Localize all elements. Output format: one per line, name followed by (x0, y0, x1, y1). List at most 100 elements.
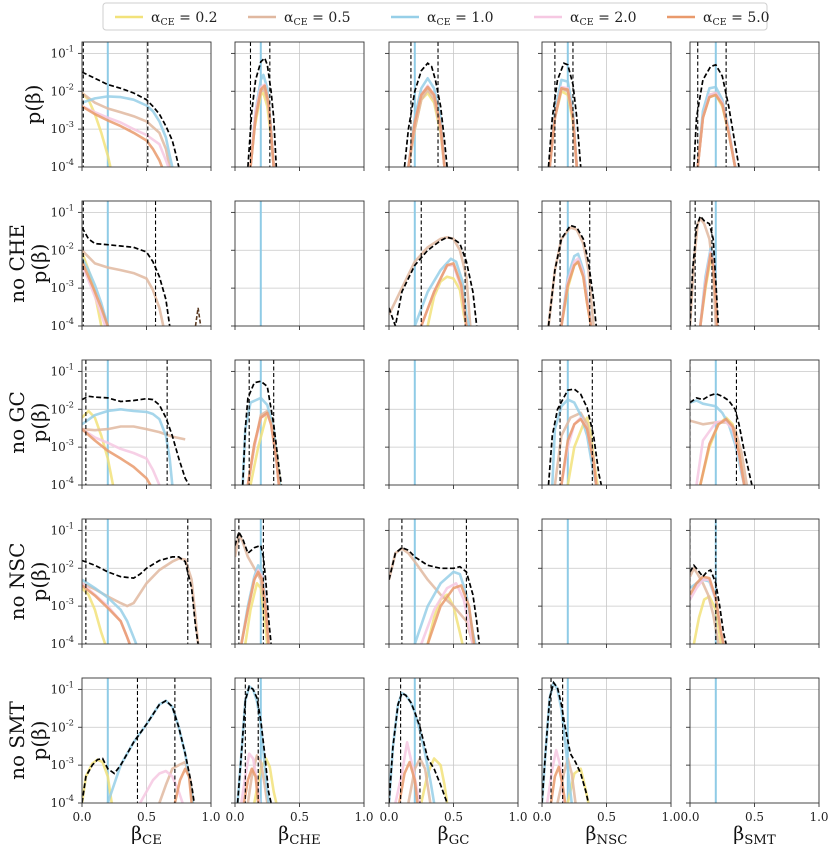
gridlines (542, 201, 671, 326)
x-tick-label: 0.5 (444, 810, 463, 824)
total-line (690, 392, 753, 485)
y-tick-label: 10-4 (51, 157, 74, 174)
total-line (82, 227, 171, 326)
y-tick-label: 10-2 (51, 399, 74, 416)
series-line (82, 105, 170, 167)
y-tick-label: 10-2 (51, 240, 74, 257)
plot-area (547, 42, 582, 167)
y-axis-label: p(β) (27, 403, 51, 443)
legend-label: αCE = 0.5 (284, 10, 351, 28)
ticks (385, 688, 519, 807)
x-tick-label: 0.5 (745, 810, 764, 824)
x-tick-label: 1.0 (354, 810, 373, 824)
y-axis-label: p(β) (27, 244, 51, 284)
panel (686, 518, 820, 648)
ticks (538, 52, 672, 171)
y-tick-label: 10-1 (51, 520, 74, 537)
plot-area (693, 42, 740, 167)
row-label: no NSC (5, 543, 29, 621)
ticks (78, 688, 212, 807)
panel (686, 41, 820, 171)
y-tick-label: 10-3 (51, 596, 74, 613)
series-line (240, 570, 270, 644)
x-axis-label: βSMT (733, 823, 776, 848)
x-tick-label: 1.0 (201, 810, 220, 824)
ticks (385, 211, 519, 330)
panel (385, 518, 519, 648)
panel: 0.0 0.5 1.0 (379, 677, 528, 824)
y-axis-label: p(β) (27, 721, 51, 761)
series-line (244, 582, 269, 644)
plot-area (403, 42, 448, 167)
legend-entry: αCE = 5.0 (667, 10, 770, 28)
total-line (547, 224, 598, 326)
panel: 10-4 10-3 10-2 10-1 (51, 518, 212, 651)
series-line (398, 760, 419, 803)
panel (231, 200, 365, 330)
y-tick-label: 10-3 (51, 437, 74, 454)
row-label: no GC (5, 391, 29, 454)
total-line (82, 699, 196, 803)
gridlines (389, 360, 518, 485)
x-tick-label: 0.0 (379, 810, 398, 824)
gridlines (542, 519, 671, 644)
gridlines (82, 678, 211, 803)
x-tick-label: 0.0 (532, 810, 551, 824)
total-line (236, 684, 272, 803)
y-tick-label: 10-4 (51, 793, 74, 810)
plot-area (82, 201, 202, 326)
plot-area (82, 360, 190, 485)
panel (231, 41, 365, 171)
panel: 0.0 0.5 1.0 (225, 677, 374, 824)
panel: 10-4 10-3 10-2 10-1 (51, 359, 212, 492)
ticks (78, 529, 212, 648)
total-line (82, 395, 190, 485)
x-tick-label: 1.0 (508, 810, 527, 824)
gridlines (542, 360, 671, 485)
panel: 0.0 0.5 1.0 (680, 677, 829, 824)
y-axis-label: p(β) (21, 85, 45, 125)
series-line (246, 411, 281, 485)
legend-entry: αCE = 2.0 (534, 10, 637, 28)
series-line (82, 557, 200, 644)
series-line (699, 417, 746, 485)
series-line (692, 595, 723, 644)
series-line (690, 575, 725, 644)
series-line (560, 260, 593, 326)
y-tick-label: 10-1 (51, 679, 74, 696)
plot-area (542, 678, 590, 803)
series-line (413, 257, 471, 326)
y-tick-label: 10-4 (51, 316, 74, 333)
ticks (231, 529, 365, 648)
x-tick-label: 0.0 (72, 810, 91, 824)
total-line-fragment (194, 307, 202, 326)
ticks (686, 688, 820, 807)
total-line (82, 71, 180, 167)
x-axis-label: βCHE (278, 823, 320, 848)
total-line (235, 529, 272, 644)
legend-entry: αCE = 1.0 (391, 10, 494, 28)
plot-area (82, 678, 196, 803)
total-line (547, 388, 603, 485)
series-line (242, 767, 260, 803)
gridlines (235, 519, 364, 644)
ticks (78, 52, 212, 171)
panel (385, 41, 519, 171)
ticks (385, 529, 519, 648)
plot-area (690, 360, 753, 485)
panel (538, 200, 672, 330)
panel (686, 359, 820, 489)
plot-area (82, 42, 180, 167)
series-line (82, 264, 107, 326)
y-tick-label: 10-3 (51, 119, 74, 136)
ticks (538, 529, 672, 648)
ticks (231, 688, 365, 807)
series-line (82, 578, 138, 644)
series-line (106, 699, 195, 803)
plot-area (547, 360, 603, 485)
series-line (82, 249, 165, 326)
x-tick-label: 1.0 (809, 810, 828, 824)
series-line (82, 105, 164, 167)
gridlines (690, 678, 819, 803)
